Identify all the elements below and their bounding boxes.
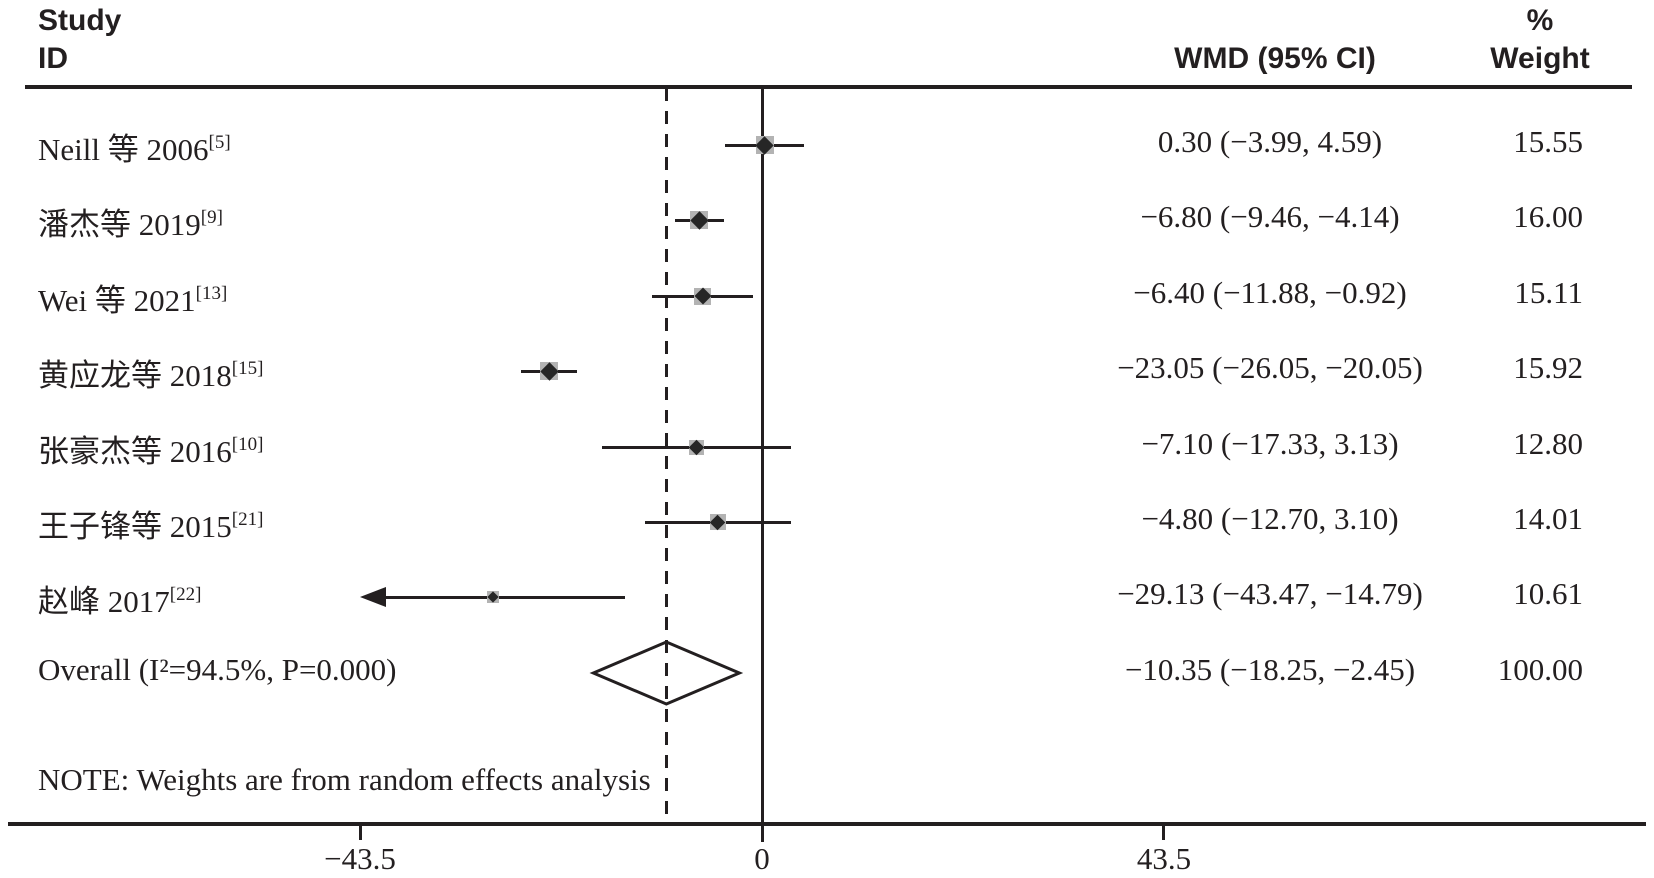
note-text: NOTE: Weights are from random effects an…	[38, 762, 651, 797]
axis-tick	[358, 824, 362, 840]
study-label-text: 潘杰等 2019	[38, 207, 201, 242]
weight-value: 15.55	[1513, 124, 1583, 159]
study-label: 潘杰等 2019[9]	[38, 199, 223, 242]
study-label: 张豪杰等 2016[10]	[38, 426, 264, 469]
weight-value: 14.01	[1513, 501, 1583, 536]
overall-dashed-line	[664, 88, 668, 824]
study-reference-superscript: [5]	[208, 132, 231, 153]
study-label-text: Wei 等 2021	[38, 283, 196, 318]
study-label: 王子锋等 2015[21]	[38, 501, 264, 544]
study-label-text: 王子锋等 2015	[38, 509, 232, 544]
axis-tick	[1162, 824, 1166, 840]
axis-tick	[760, 824, 764, 840]
wmd-ci-value: −29.13 (−43.47, −14.79)	[1117, 576, 1423, 611]
study-header-line2: ID	[38, 42, 68, 75]
study-label: 赵峰 2017[22]	[38, 576, 202, 619]
study-reference-superscript: [21]	[231, 509, 264, 530]
wmd-ci-value: −4.80 (−12.70, 3.10)	[1141, 501, 1399, 536]
ci-clip-arrow	[360, 587, 387, 607]
axis-tick-label: −43.5	[324, 841, 396, 876]
study-label-text: 赵峰 2017	[38, 584, 170, 619]
weight-value: 16.00	[1513, 199, 1583, 234]
weight-header-line1: %	[1526, 4, 1554, 37]
overall-weight-value: 100.00	[1497, 652, 1583, 687]
study-label: 黄应龙等 2018[15]	[38, 350, 264, 393]
axis-tick-label: 0	[754, 841, 770, 876]
study-reference-superscript: [22]	[169, 584, 202, 605]
study-label-text: 黄应龙等 2018	[38, 358, 232, 393]
axis-rule	[8, 822, 1646, 826]
weight-value: 15.92	[1513, 350, 1583, 385]
weight-value: 15.11	[1514, 275, 1583, 310]
study-reference-superscript: [15]	[231, 358, 264, 379]
wmd-ci-header: WMD (95% CI)	[1174, 42, 1376, 75]
study-label-text: 张豪杰等 2016	[38, 434, 232, 469]
weight-value: 10.61	[1513, 576, 1583, 611]
study-reference-superscript: [10]	[231, 434, 264, 455]
wmd-ci-value: −7.10 (−17.33, 3.13)	[1141, 426, 1399, 461]
overall-label: Overall (I²=94.5%, P=0.000)	[38, 652, 397, 687]
study-label: Neill 等 2006[5]	[38, 124, 231, 167]
wmd-ci-value: −6.40 (−11.88, −0.92)	[1133, 275, 1407, 310]
axis-tick-label: 43.5	[1136, 841, 1192, 876]
overall-wmd-ci-value: −10.35 (−18.25, −2.45)	[1124, 652, 1416, 687]
wmd-ci-value: −23.05 (−26.05, −20.05)	[1117, 350, 1423, 385]
study-reference-superscript: [13]	[195, 283, 228, 304]
weight-header-line2: Weight	[1490, 42, 1590, 75]
ci-line	[382, 595, 626, 599]
weight-header: % Weight	[1440, 2, 1640, 78]
study-label: Wei 等 2021[13]	[38, 275, 228, 318]
study-label-text: Neill 等 2006	[38, 132, 209, 167]
wmd-ci-value: −6.80 (−9.46, −4.14)	[1140, 199, 1400, 234]
study-id-header: Study ID	[38, 2, 121, 78]
weight-value: 12.80	[1513, 426, 1583, 461]
study-reference-superscript: [9]	[200, 207, 223, 228]
study-header-line1: Study	[38, 4, 122, 37]
zero-line	[760, 88, 764, 842]
header-rule	[25, 85, 1632, 89]
wmd-ci-value: 0.30 (−3.99, 4.59)	[1157, 124, 1383, 159]
